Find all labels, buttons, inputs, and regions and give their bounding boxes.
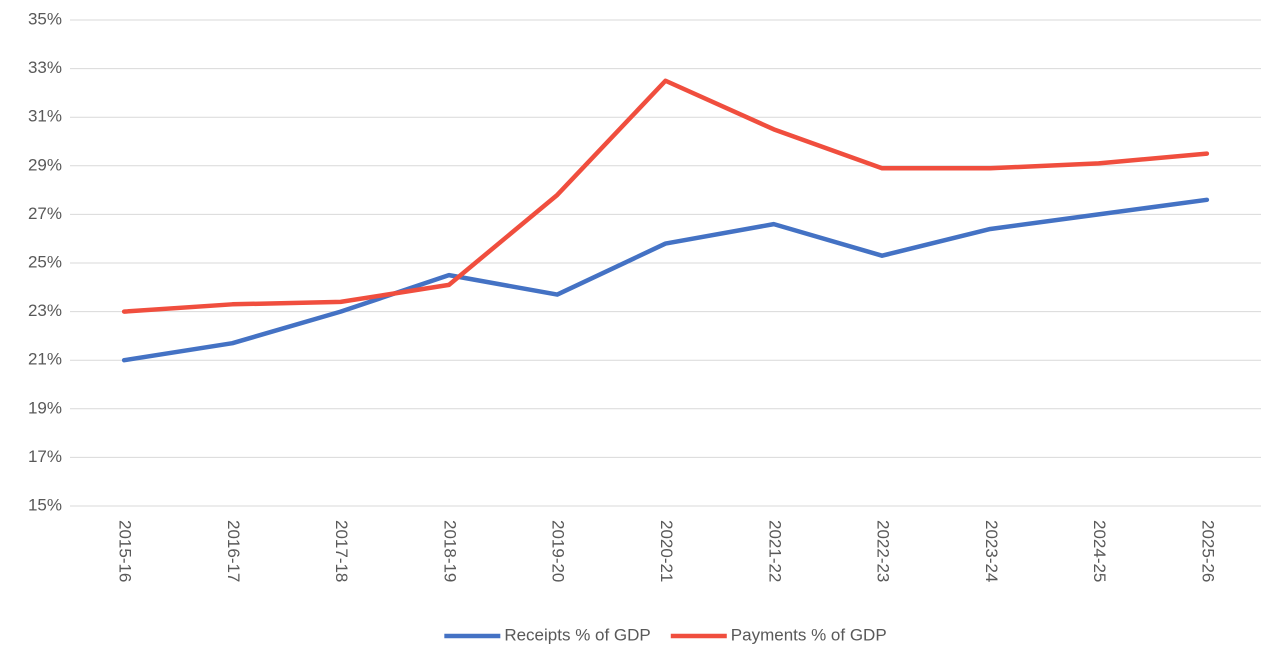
- series-line: [121, 78, 1210, 314]
- x-tick-label: 2022-23: [874, 520, 893, 582]
- y-tick-label: 31%: [28, 107, 62, 126]
- y-tick-label: 17%: [28, 447, 62, 466]
- y-tick-label: 29%: [28, 155, 62, 174]
- x-tick-label: 2016-17: [224, 520, 243, 582]
- y-tick-label: 15%: [28, 495, 62, 514]
- x-tick-label: 2015-16: [116, 520, 135, 582]
- x-tick-label: 2018-19: [440, 520, 459, 582]
- y-tick-label: 25%: [28, 252, 62, 271]
- y-tick-label: 23%: [28, 301, 62, 320]
- legend-label: Payments % of GDP: [731, 625, 887, 644]
- y-tick-label: 33%: [28, 58, 62, 77]
- x-tick-label: 2017-18: [332, 520, 351, 582]
- x-tick-label: 2025-26: [1198, 520, 1217, 582]
- x-tick-label: 2021-22: [765, 520, 784, 582]
- y-tick-label: 19%: [28, 398, 62, 417]
- y-tick-label: 35%: [28, 9, 62, 28]
- legend-label: Receipts % of GDP: [504, 625, 650, 644]
- x-tick-label: 2020-21: [657, 520, 676, 582]
- x-tick-label: 2024-25: [1090, 520, 1109, 582]
- y-tick-label: 27%: [28, 204, 62, 223]
- x-tick-label: 2019-20: [549, 520, 568, 582]
- y-tick-label: 21%: [28, 350, 62, 369]
- series-line: [121, 197, 1210, 363]
- x-tick-label: 2023-24: [982, 520, 1001, 582]
